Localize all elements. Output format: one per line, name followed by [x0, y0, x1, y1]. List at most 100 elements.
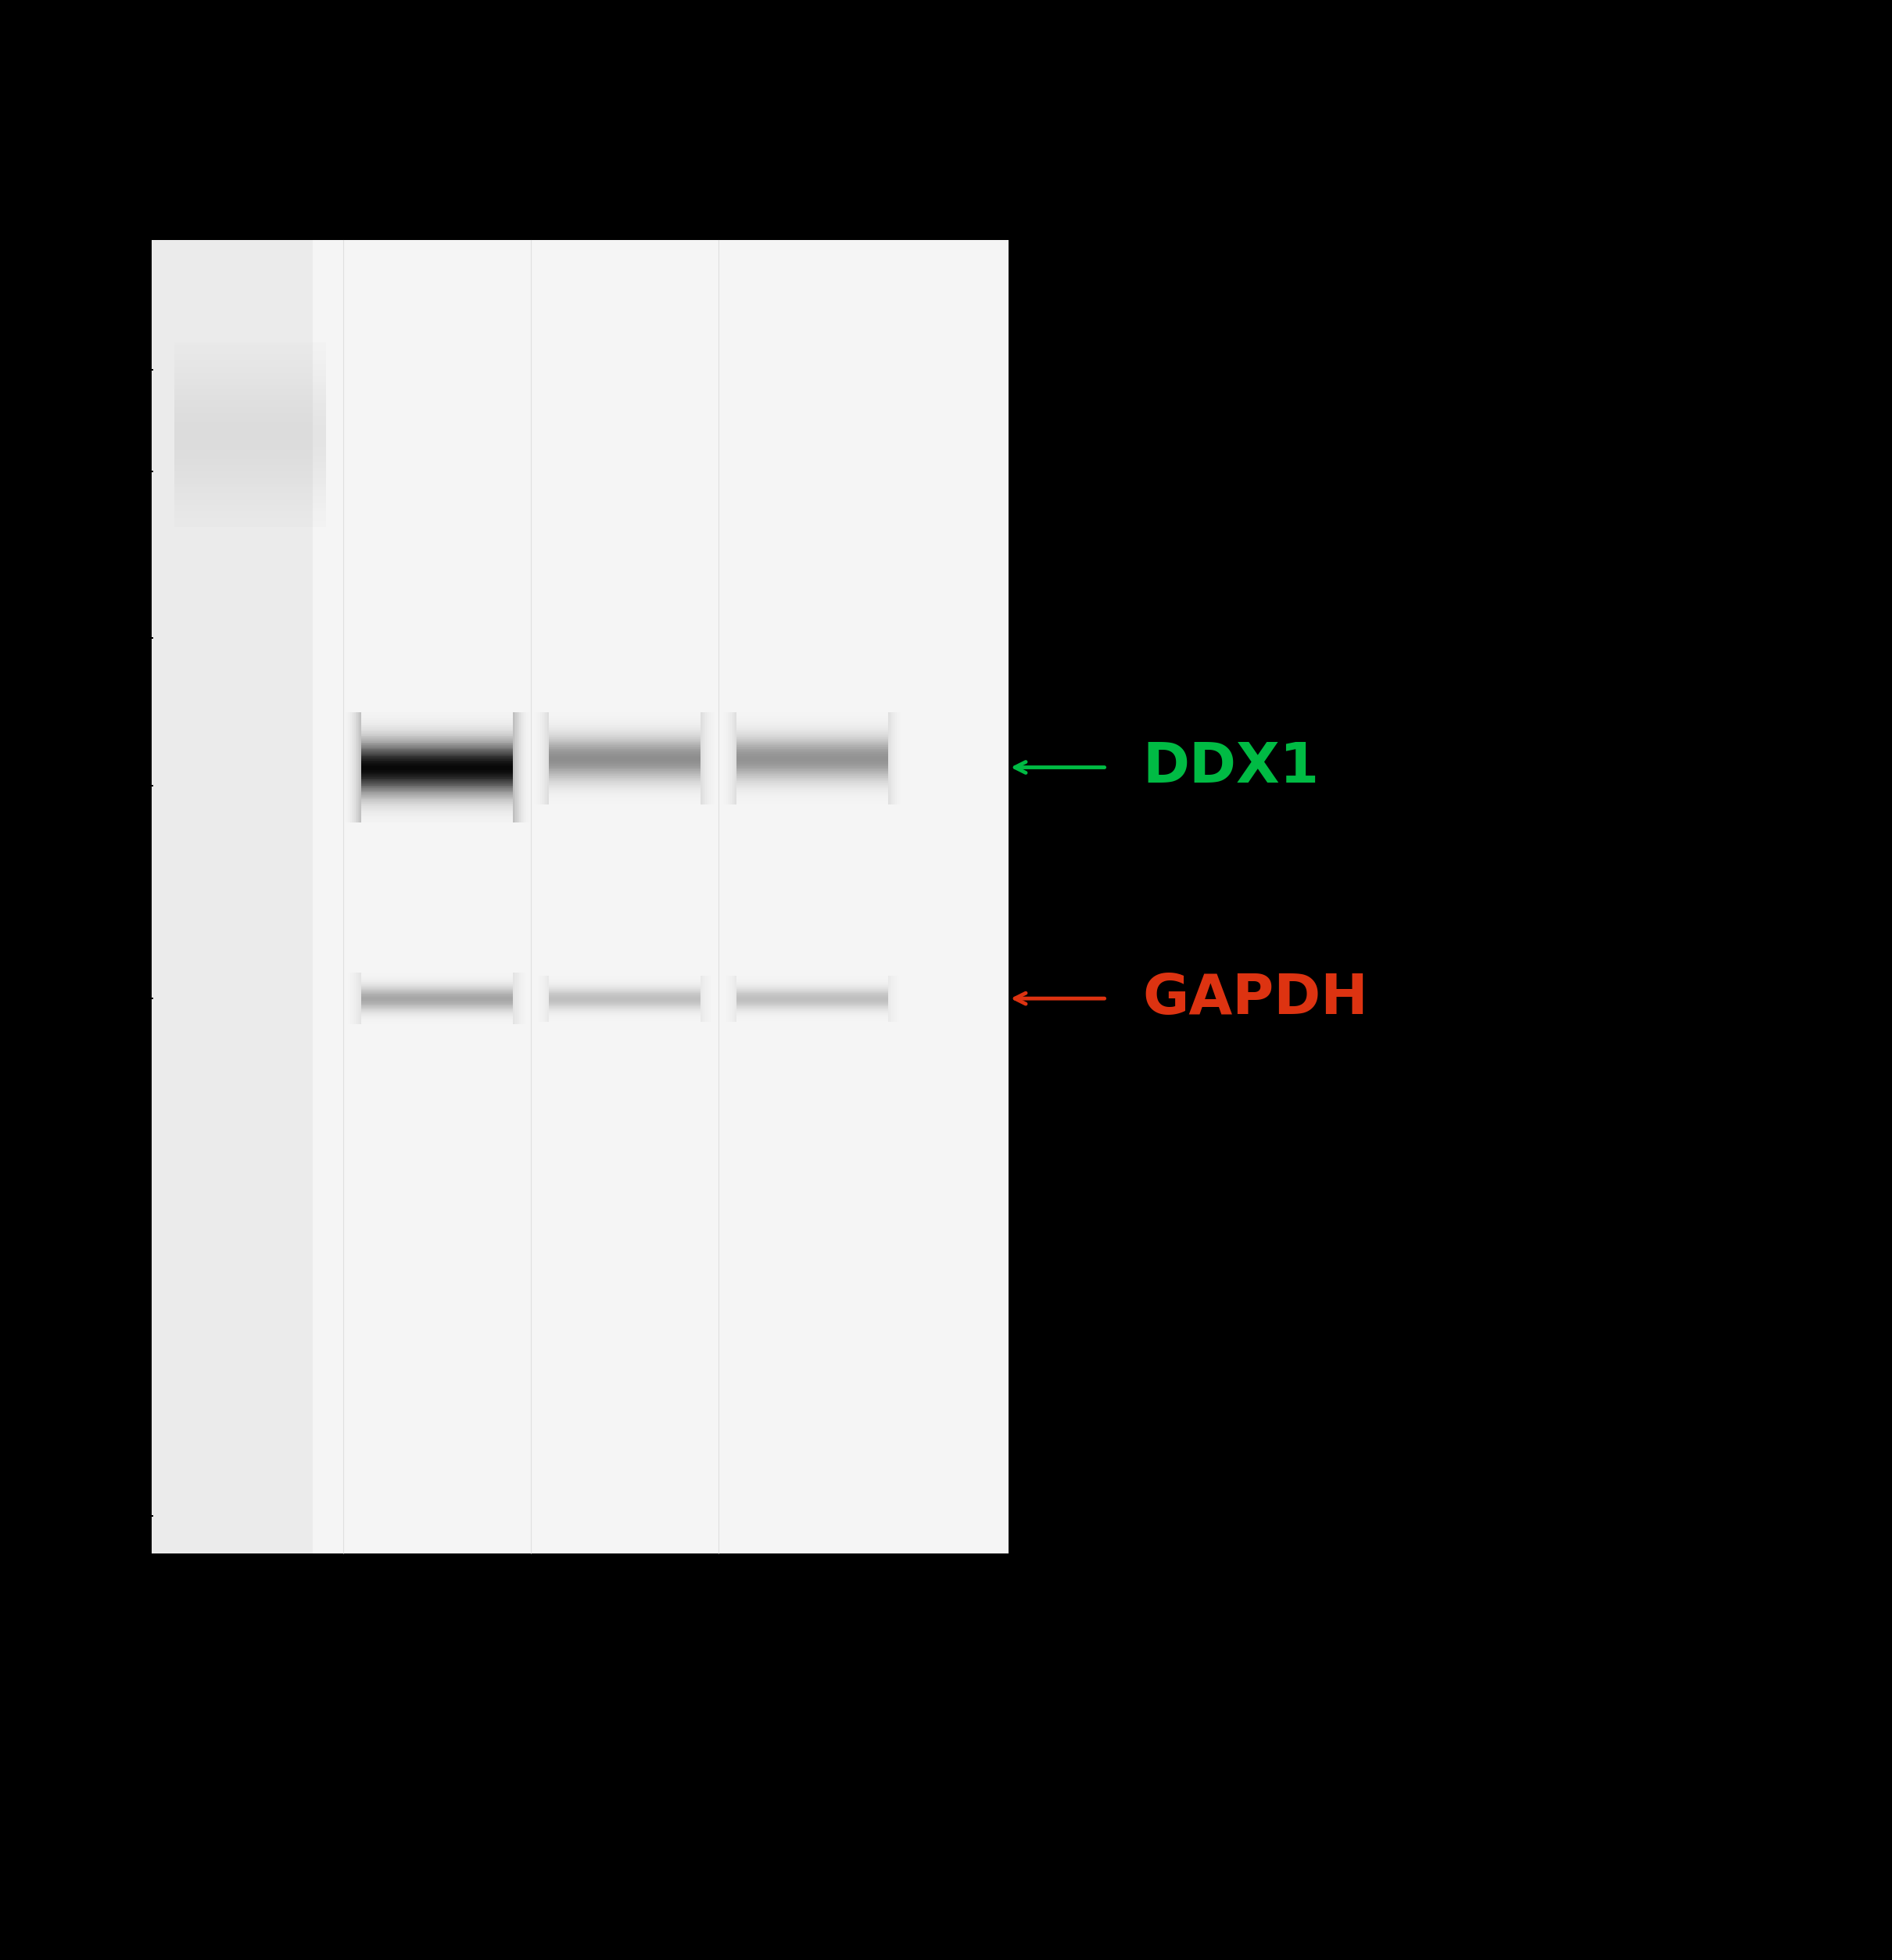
Bar [721, 711, 736, 804]
Bar [513, 711, 522, 823]
Bar [887, 711, 901, 804]
Bar [732, 711, 736, 804]
Bar [513, 972, 520, 1025]
Bar [356, 711, 361, 823]
Bar [734, 976, 736, 1021]
Bar [174, 398, 325, 400]
Bar [356, 972, 361, 1025]
Bar [174, 521, 325, 523]
Text: 40-: 40- [104, 988, 144, 1009]
Bar [535, 711, 549, 804]
Bar [723, 976, 736, 1021]
Bar [174, 425, 325, 429]
Bar [537, 711, 549, 804]
Bar [887, 976, 891, 1021]
Bar [513, 972, 522, 1025]
Bar [174, 472, 325, 474]
Bar [700, 711, 706, 804]
Bar [545, 711, 549, 804]
Bar [700, 976, 713, 1021]
Bar [700, 711, 704, 804]
Bar [887, 711, 904, 804]
Bar [174, 355, 325, 357]
Bar [700, 711, 717, 804]
Bar [721, 711, 736, 804]
Bar [174, 382, 325, 386]
Bar [728, 976, 736, 1021]
Bar [887, 711, 897, 804]
Bar [342, 711, 361, 823]
Bar [358, 972, 361, 1025]
Bar [342, 972, 361, 1025]
Bar [174, 502, 325, 506]
Bar [700, 711, 708, 804]
Bar [174, 404, 325, 408]
Bar [887, 976, 891, 1021]
Bar [887, 711, 891, 804]
Bar [545, 976, 549, 1021]
Bar [719, 711, 736, 804]
Bar [719, 976, 736, 1021]
Bar [174, 484, 325, 486]
Bar [344, 711, 361, 823]
Bar [356, 972, 361, 1025]
Bar [700, 976, 711, 1021]
Bar [174, 400, 325, 404]
Bar [887, 711, 904, 804]
Bar [727, 976, 736, 1021]
Bar [513, 972, 530, 1025]
Bar [700, 976, 715, 1021]
Bar [352, 711, 361, 823]
Bar [887, 711, 899, 804]
Bar [356, 711, 361, 823]
Text: DDX1: DDX1 [1143, 741, 1319, 794]
Bar [541, 711, 549, 804]
Bar [700, 976, 719, 1021]
Bar [350, 972, 361, 1025]
Bar [887, 711, 891, 804]
Bar [700, 711, 704, 804]
Bar [887, 976, 901, 1021]
Bar [700, 711, 706, 804]
Bar [725, 976, 736, 1021]
Bar [543, 976, 549, 1021]
Text: 12-: 12- [104, 1505, 144, 1527]
Bar [725, 976, 736, 1021]
Bar [532, 711, 549, 804]
Bar [174, 361, 325, 365]
Bar [174, 490, 325, 494]
Bar [721, 976, 736, 1021]
Bar [174, 392, 325, 394]
Bar [174, 478, 325, 480]
Bar [513, 972, 528, 1025]
Bar [541, 976, 549, 1021]
Bar [539, 711, 549, 804]
Bar [887, 976, 906, 1021]
Bar [541, 976, 549, 1021]
Bar [513, 711, 530, 823]
Bar [541, 711, 549, 804]
Bar [513, 972, 524, 1025]
Bar [174, 431, 325, 435]
Bar [513, 711, 522, 823]
Bar [174, 453, 325, 457]
Bar [354, 972, 361, 1025]
Bar [174, 365, 325, 367]
Bar [344, 972, 361, 1025]
Bar [174, 410, 325, 414]
Bar [174, 376, 325, 378]
Text: 116-: 116- [89, 627, 144, 649]
Bar [887, 976, 897, 1021]
Bar [534, 711, 549, 804]
Bar [728, 976, 736, 1021]
Bar [728, 711, 736, 804]
Bar [725, 711, 736, 804]
Bar [513, 711, 532, 823]
Bar [545, 711, 549, 804]
Bar [700, 976, 706, 1021]
Bar [174, 349, 325, 351]
Bar [174, 367, 325, 370]
Bar [346, 711, 361, 823]
Bar [174, 343, 325, 345]
Bar [887, 711, 902, 804]
